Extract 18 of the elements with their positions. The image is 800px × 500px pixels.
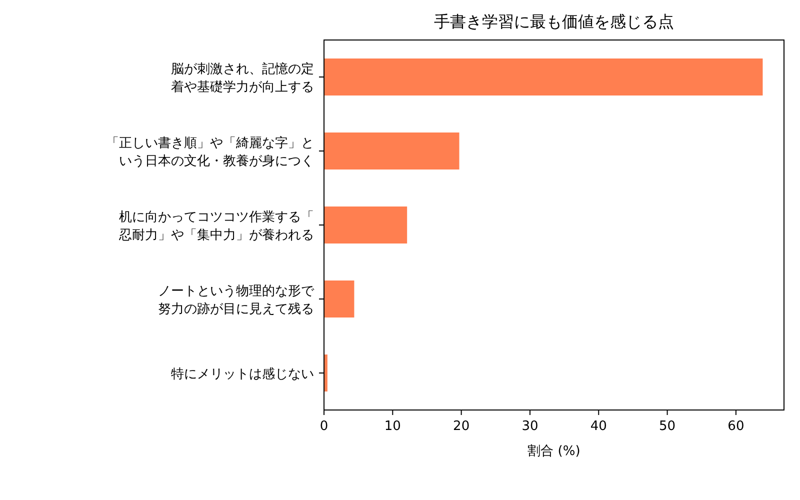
x-tick-label: 10: [384, 419, 401, 434]
x-tick-label: 20: [453, 419, 470, 434]
bar: [324, 206, 408, 244]
y-tick-label: 特にメリットは感じない: [171, 367, 314, 382]
bar: [324, 280, 354, 318]
x-tick-label: 40: [590, 419, 607, 434]
chart-title: 手書き学習に最も価値を感じる点: [434, 12, 674, 31]
x-axis-title: 割合 (%): [528, 444, 580, 459]
x-tick-label: 0: [320, 419, 328, 434]
bar: [324, 132, 460, 170]
y-tick-label: ノートという物理的な形で努力の跡が目に見えて残る: [158, 284, 315, 317]
y-tick-label: 机に向かってコツコツ作業する「忍耐力」や「集中力」が養われる: [118, 210, 314, 243]
x-tick-label: 50: [659, 419, 676, 434]
x-tick-label: 60: [728, 419, 744, 434]
x-tick-label: 30: [522, 419, 538, 434]
bar: [324, 58, 763, 96]
y-tick-label: 「正しい書き順」や「綺麗な字」という日本の文化・教養が身につく: [106, 135, 314, 169]
y-tick-label: 脳が刺激され、記憶の定着や基礎学力が向上する: [171, 62, 314, 95]
